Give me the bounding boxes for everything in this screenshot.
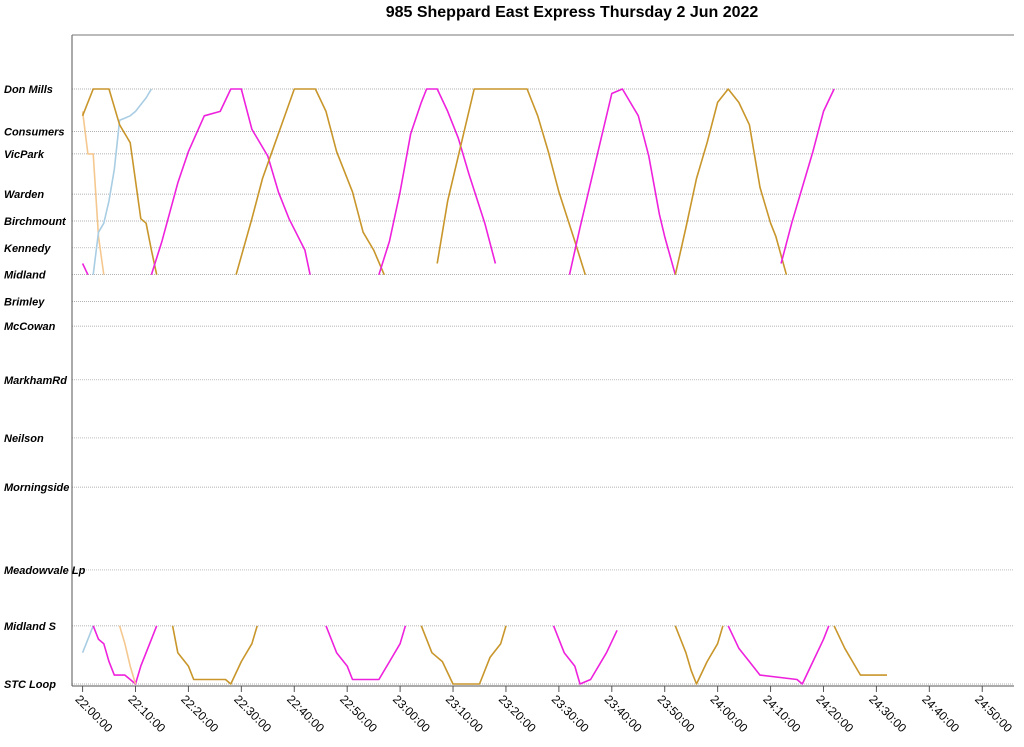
vehicle-trace-line	[92, 625, 158, 685]
vehicle-trace-line	[568, 88, 677, 275]
vehicle-trace-line	[780, 88, 835, 264]
x-tick-label: 24:40:00	[919, 692, 962, 735]
x-tick-label: 24:00:00	[708, 692, 751, 735]
vehicle-trace-line	[81, 88, 158, 275]
x-tick-label: 22:20:00	[178, 692, 221, 735]
stop-label: Morningside	[4, 482, 69, 494]
x-tick-label: 23:10:00	[443, 692, 486, 735]
stop-label: Meadowvale Lp	[4, 565, 86, 577]
x-tick-label: 22:50:00	[337, 692, 380, 735]
vehicle-trace-line	[833, 625, 887, 676]
vehicle-trace-line	[81, 625, 94, 653]
label-layer: Don Mills Consumers VicPark Warden Birchmoun…	[4, 84, 1015, 735]
vehicle-trace-line	[81, 263, 89, 276]
stop-label: Birchmount	[4, 216, 67, 228]
vehicle-trace-line	[378, 88, 497, 275]
stop-label: Midland S	[4, 621, 57, 633]
stop-label: Midland	[4, 270, 46, 282]
x-tick-label: 24:30:00	[866, 692, 909, 735]
vehicle-trace-line	[171, 625, 258, 685]
stop-label: Neilson	[4, 433, 44, 445]
vehicle-trace-line	[150, 88, 311, 275]
stop-label: Brimley	[4, 297, 45, 309]
x-tick-label: 23:50:00	[655, 692, 698, 735]
x-tick-label: 23:00:00	[390, 692, 433, 735]
stop-label: Warden	[4, 189, 44, 201]
x-tick-label: 22:00:00	[72, 692, 115, 735]
x-tick-label: 23:20:00	[496, 692, 539, 735]
stop-label: Don Mills	[4, 84, 53, 96]
stop-label: Consumers	[4, 127, 65, 139]
vehicle-trace-line	[674, 88, 788, 275]
x-tick-label: 24:10:00	[760, 692, 803, 735]
vehicle-trace-line	[552, 625, 618, 685]
x-tick-label: 23:30:00	[549, 692, 592, 735]
x-tick-label: 23:40:00	[602, 692, 645, 735]
stop-label: VicPark	[4, 149, 45, 161]
x-tick-label: 22:10:00	[125, 692, 168, 735]
vehicle-trace-line	[235, 88, 385, 276]
vehicle-trace-line	[92, 88, 153, 275]
vehicle-trace-line	[81, 111, 105, 275]
vehicle-trace-line	[727, 625, 830, 685]
axis-layer	[71, 34, 1014, 692]
x-tick-label: 24:50:00	[972, 692, 1015, 735]
grid-layer	[72, 88, 1014, 685]
x-tick-label: 22:40:00	[284, 692, 327, 735]
stop-label: McCowan	[4, 321, 56, 333]
vehicle-trace-line	[118, 625, 137, 685]
series-layer	[81, 88, 887, 685]
vehicle-trace-line	[325, 625, 407, 681]
stop-label: Kennedy	[4, 243, 51, 255]
stop-label: MarkhamRd	[4, 375, 67, 387]
vehicle-trace-line	[674, 625, 724, 685]
stop-label: STC Loop	[4, 679, 56, 691]
x-tick-label: 22:30:00	[231, 692, 274, 735]
vehicle-trace-line	[420, 625, 507, 685]
x-tick-label: 24:20:00	[813, 692, 856, 735]
chart-title: 985 Sheppard East Express Thursday 2 Jun…	[385, 4, 759, 21]
vehicle-trace-line	[436, 88, 587, 275]
